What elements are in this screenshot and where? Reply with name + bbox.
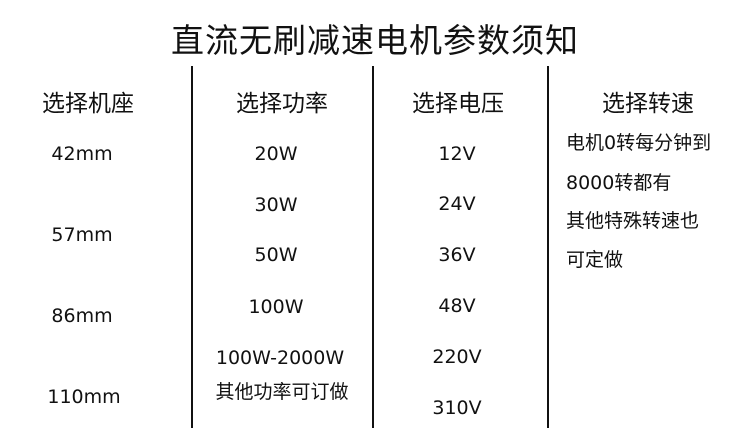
power-item: 100W: [248, 296, 304, 318]
power-item: 其他功率可订做: [215, 381, 349, 403]
voltage-item: 12V: [438, 143, 476, 165]
speed-note-line: 其他特殊转速也: [566, 210, 700, 232]
voltage-item: 220V: [432, 346, 482, 368]
voltage-item: 48V: [438, 295, 476, 317]
header-power: 选择功率: [236, 91, 328, 117]
voltage-item: 310V: [432, 397, 482, 419]
frame-size-item: 42mm: [51, 143, 113, 165]
power-item: 30W: [254, 194, 298, 216]
frame-size-item: 86mm: [51, 305, 113, 327]
power-item: 20W: [254, 143, 298, 165]
header-voltage: 选择电压: [412, 91, 504, 117]
header-speed: 选择转速: [602, 91, 694, 117]
power-item: 100W-2000W: [215, 347, 345, 369]
power-item: 50W: [254, 244, 298, 266]
speed-note-line: 8000转都有: [566, 172, 672, 194]
page-title: 直流无刷减速电机参数须知: [171, 21, 579, 60]
header-frame-size: 选择机座: [42, 91, 134, 117]
speed-note-line: 电机0转每分钟到: [566, 132, 712, 154]
column-divider: [191, 66, 193, 428]
frame-size-item: 57mm: [51, 224, 113, 246]
frame-size-item: 110mm: [47, 386, 121, 408]
voltage-item: 36V: [438, 244, 476, 266]
column-divider: [547, 66, 549, 428]
speed-note-line: 可定做: [566, 249, 624, 271]
voltage-item: 24V: [438, 193, 476, 215]
column-divider: [372, 66, 374, 428]
